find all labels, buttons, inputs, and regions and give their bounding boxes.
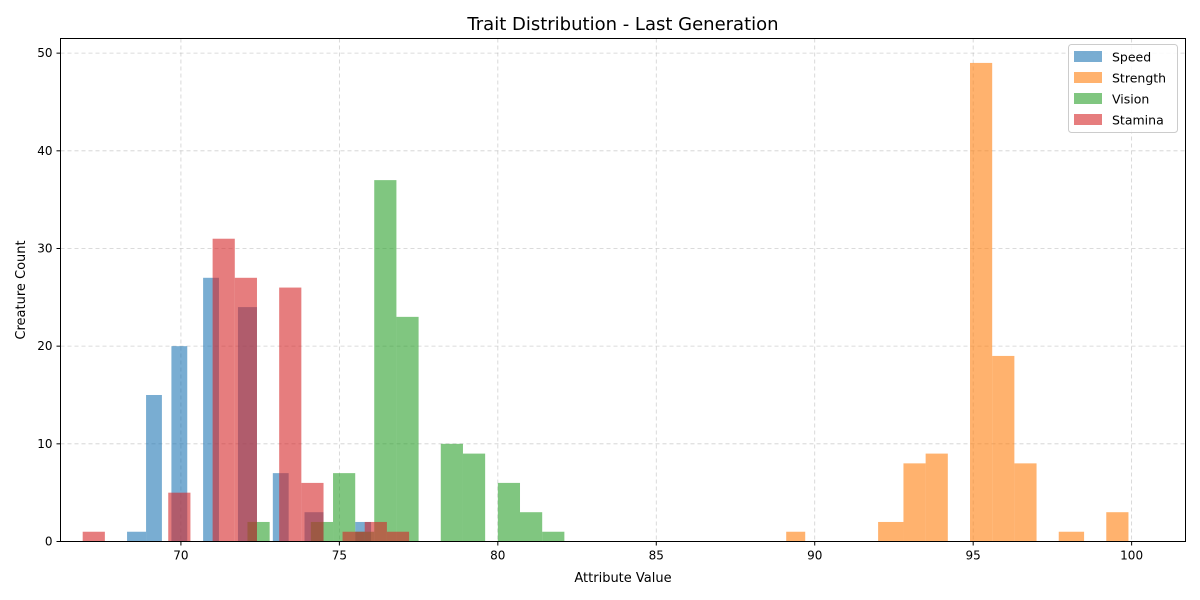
y-tick-label: 50: [37, 46, 52, 60]
bar-stamina: [386, 531, 410, 542]
y-tick-label: 20: [37, 339, 52, 353]
bar-stamina: [168, 492, 191, 542]
x-tick-label: 75: [332, 549, 347, 563]
y-tick-label: 40: [37, 144, 52, 158]
bar-vision: [497, 482, 521, 542]
bar-stamina: [364, 521, 387, 542]
legend-label-speed: Speed: [1112, 50, 1151, 65]
bar-strength: [925, 453, 948, 542]
bar-vision: [374, 180, 397, 542]
y-tick-label: 10: [37, 437, 52, 451]
bar-speed: [146, 394, 162, 542]
x-tick-label: 80: [490, 549, 505, 563]
x-tick-label: 100: [1120, 549, 1143, 563]
plot-area-frame: [60, 38, 1186, 542]
bar-strength: [992, 355, 1015, 542]
legend-label-vision: Vision: [1112, 92, 1149, 107]
legend: Speed Strength Vision Stamina: [1068, 44, 1178, 133]
bar-strength: [786, 531, 806, 542]
y-tick-label: 30: [37, 241, 52, 255]
x-axis-label: Attribute Value: [574, 571, 671, 586]
bar-stamina: [82, 531, 105, 542]
legend-box: [1068, 44, 1178, 133]
x-tick-label: 70: [173, 549, 188, 563]
legend-swatch-vision: [1074, 93, 1102, 104]
legend-label-stamina: Stamina: [1112, 113, 1164, 128]
y-tick-label: 0: [45, 535, 53, 549]
bar-stamina: [342, 531, 365, 542]
bar-strength: [1058, 531, 1085, 542]
bar-strength: [1014, 463, 1037, 542]
bar-strength: [878, 521, 904, 542]
axis-ticks: 70 75 80 85 90 95 100 0 10 20 30 40 50: [37, 46, 1143, 562]
legend-label-strength: Strength: [1112, 71, 1166, 86]
legend-swatch-stamina: [1074, 114, 1102, 125]
bar-strength: [903, 463, 926, 542]
bar-strength: [1106, 512, 1129, 542]
bar-vision: [542, 531, 565, 542]
bar-stamina: [234, 277, 257, 542]
bar-stamina: [279, 287, 302, 542]
histogram-bars: [82, 62, 1129, 542]
bar-vision: [396, 316, 419, 542]
series-stamina-bars: [82, 238, 410, 542]
chart-title: Trait Distribution - Last Generation: [466, 14, 778, 35]
bar-vision: [333, 473, 356, 542]
bar-vision: [462, 453, 486, 542]
bar-vision: [440, 443, 463, 542]
x-tick-label: 85: [649, 549, 664, 563]
bar-stamina: [301, 482, 324, 542]
x-tick-label: 90: [807, 549, 822, 563]
legend-swatch-strength: [1074, 72, 1102, 83]
legend-swatch-speed: [1074, 51, 1102, 62]
bar-stamina: [212, 238, 235, 542]
x-tick-label: 95: [966, 549, 981, 563]
series-vision-bars: [247, 180, 565, 542]
bar-vision: [520, 512, 543, 542]
series-strength-bars: [786, 62, 1129, 542]
bar-strength: [970, 62, 993, 542]
bar-speed: [127, 531, 147, 542]
y-axis-label: Creature Count: [14, 240, 29, 339]
